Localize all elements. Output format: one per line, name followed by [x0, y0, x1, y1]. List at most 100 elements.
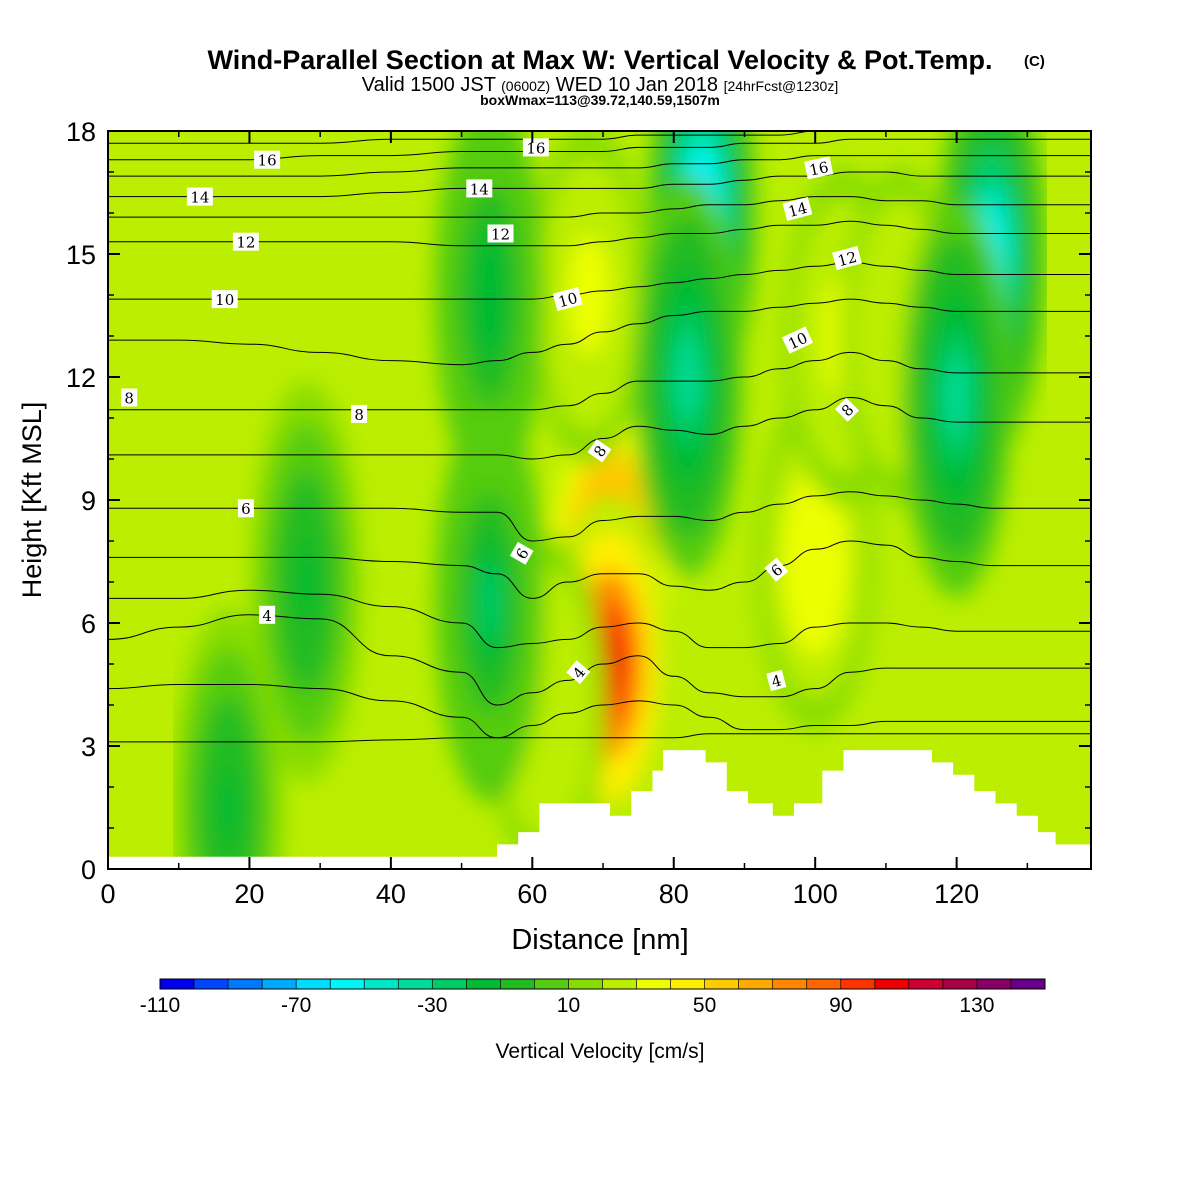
colorbar-tick-label: -30 — [417, 994, 447, 1017]
terrain-layer — [108, 750, 1091, 869]
velocity-blob-3-4 — [576, 261, 601, 329]
colorbar-swatch — [330, 979, 365, 989]
colorbar-tick-label: 50 — [693, 994, 716, 1017]
contour-label-box — [121, 388, 138, 407]
contour-label-text: 16 — [808, 158, 830, 180]
colorbar-swatch — [670, 979, 705, 989]
colorbar: -110 -70 -30 10 50 90 130 — [140, 978, 1046, 1017]
theta-contour-8 — [108, 396, 1091, 460]
chart-subtitle: Valid 1500 JST (0600Z) WED 10 Jan 2018 [… — [362, 74, 838, 96]
theta-contour-5 — [108, 589, 1091, 649]
velocity-blob-12-4 — [478, 255, 501, 335]
contour-label-text: 14 — [190, 189, 209, 207]
velocity-blob-10-4 — [945, 357, 968, 438]
velocity-blob-11-4 — [478, 562, 501, 643]
x-tick-label: 40 — [376, 879, 406, 909]
contour-label-box — [237, 499, 254, 518]
x-tick-label: 100 — [793, 879, 838, 909]
colorbar-frame — [159, 978, 1046, 990]
contour-label-box — [509, 541, 534, 565]
contour-label-text: 14 — [786, 199, 809, 221]
contour-label-21: 4 — [766, 669, 787, 691]
contour-label-box — [804, 156, 834, 180]
contour-label-10: 12 — [487, 224, 514, 244]
colorbar-swatch — [500, 979, 535, 989]
colorbar-swatch — [160, 979, 195, 989]
y-tick-label: 6 — [81, 609, 96, 639]
colorbar-swatch — [466, 979, 501, 989]
colorbar-swatch — [772, 979, 808, 989]
colorbar-swatch — [942, 979, 978, 989]
velocity-blob-13-4 — [295, 542, 318, 622]
colorbar-swatch — [874, 979, 910, 989]
colorbar-tick-label: 10 — [557, 994, 580, 1017]
contour-label-box — [232, 232, 259, 251]
contour-label-8: 16 — [522, 138, 549, 157]
colorbar-swatch — [806, 979, 842, 989]
x-tick-label: 80 — [659, 879, 689, 909]
theta-contour-9 — [108, 351, 1091, 411]
colorbar-swatch — [228, 979, 263, 989]
colorbar-tick-label: 130 — [959, 994, 994, 1017]
colorbar-swatch — [364, 979, 399, 989]
contour-label-5: 8 — [351, 404, 368, 424]
colorbar-label: Vertical Velocity [cm/s] — [496, 1040, 705, 1063]
theta-contour-12 — [108, 220, 1091, 247]
contour-label-6: 6 — [237, 499, 254, 518]
colorbar-swatch — [262, 979, 297, 989]
subtitle-forecast: [24hrFcst@1230z] — [724, 78, 839, 94]
theta-contour-15 — [108, 155, 1091, 177]
contour-label-0: 16 — [254, 150, 281, 170]
contour-label-2: 12 — [232, 232, 259, 252]
velocity-blob-14-4 — [217, 767, 240, 848]
theta-contour-7 — [108, 491, 1091, 542]
contour-label-12: 8 — [587, 439, 612, 463]
contour-label-4: 8 — [121, 388, 138, 408]
theta-contour-2 — [108, 733, 1091, 743]
contour-label-box — [832, 246, 862, 271]
theta-contour-6 — [108, 540, 1091, 599]
colorbar-swatch — [738, 979, 773, 989]
y-tick-label: 18 — [66, 117, 96, 147]
colorbar-tick-label: 90 — [829, 994, 852, 1017]
contour-label-7: 4 — [259, 605, 276, 625]
chart-title-mark: (C) — [1024, 53, 1045, 70]
velocity-field — [173, 131, 1047, 869]
chart-title: Wind-Parallel Section at Max W: Vertical… — [208, 45, 993, 75]
colorbar-swatch — [636, 979, 671, 989]
colorbar-swatch — [432, 979, 467, 989]
velocity-blob-2-4 — [534, 671, 559, 739]
theta-contour-17 — [108, 131, 1091, 144]
contour-label-box — [186, 187, 213, 206]
contour-label-20: 6 — [764, 557, 789, 582]
contour-label-box — [782, 196, 813, 221]
contour-label-text: 16 — [258, 152, 277, 170]
contour-label-14: 4 — [566, 660, 591, 685]
contour-label-box — [351, 404, 368, 423]
contour-label-text: 12 — [491, 226, 510, 244]
contour-label-box — [487, 224, 514, 243]
y-tick-label: 12 — [66, 363, 96, 393]
contour-label-text: 8 — [354, 406, 364, 424]
contour-label-text: 16 — [526, 139, 545, 157]
contour-label-box — [764, 557, 789, 582]
x-tick-label: 120 — [934, 879, 979, 909]
y-tick-label: 3 — [81, 732, 96, 762]
theta-contour-11 — [108, 261, 1091, 300]
contour-label-11: 10 — [552, 287, 583, 311]
theta-contour-13 — [108, 196, 1091, 218]
colorbar-swatch — [194, 979, 229, 989]
subtitle-valid: Valid 1500 JST — [362, 74, 496, 96]
x-axis-label: Distance [nm] — [511, 924, 688, 956]
contour-label-box — [254, 150, 281, 169]
contour-label-box — [466, 179, 493, 198]
contour-label-box — [781, 326, 814, 354]
contour-label-box — [259, 605, 276, 624]
contour-label-text: 14 — [470, 180, 489, 198]
y-axis-label: Height [Kft MSL] — [17, 402, 47, 599]
theta-contour-16 — [108, 138, 1091, 161]
axis-ticks: 0 20 40 60 80 100 120 0 3 6 9 12 15 18 — [66, 117, 1091, 909]
theta-contour-4 — [108, 614, 1091, 706]
